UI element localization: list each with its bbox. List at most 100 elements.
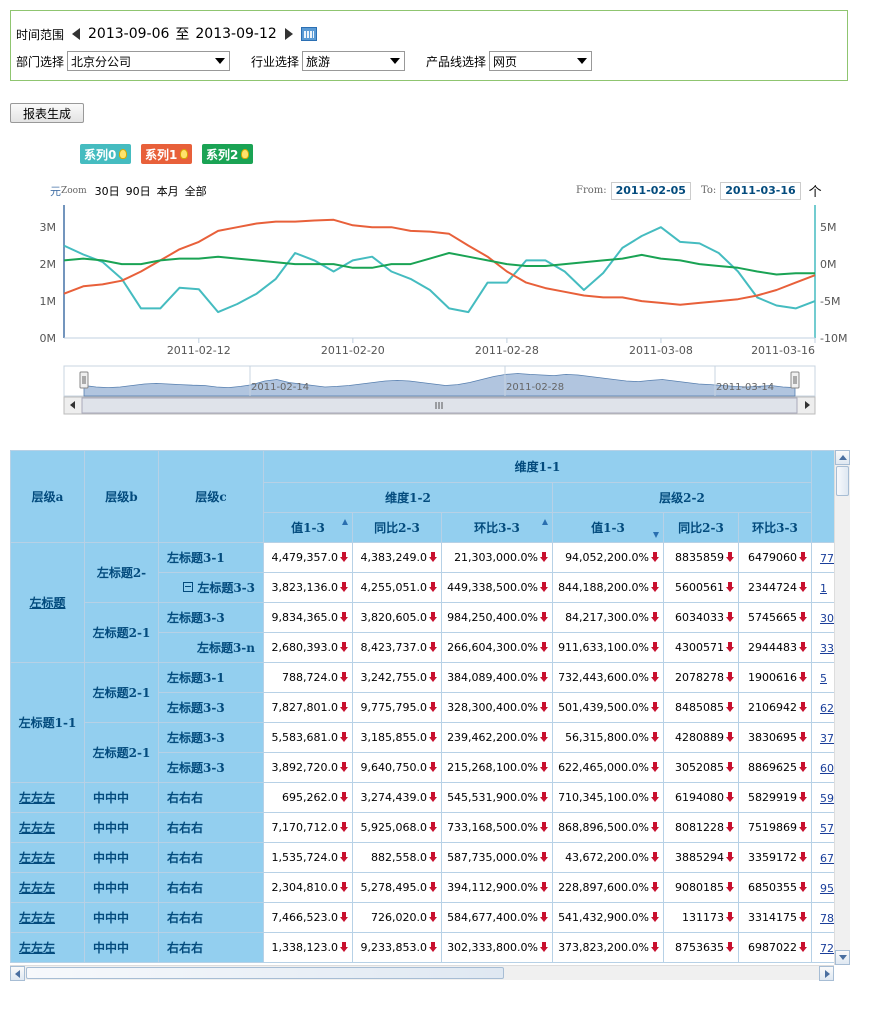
cell-value: 7,466,523.0	[271, 911, 338, 924]
table-body: 左标题 左标题2- 左标题3-1 4,479,357.0 4,383,249.0 21,3…	[10, 542, 834, 963]
from-date-input[interactable]: 2011-02-05	[610, 181, 691, 200]
cell-link[interactable]: 37	[820, 731, 834, 745]
row-header-a[interactable]: 左左左	[10, 812, 85, 843]
date-from[interactable]: 2013-09-06	[88, 26, 170, 42]
horizontal-scrollbar[interactable]	[10, 965, 834, 981]
cell-link[interactable]: 60	[820, 761, 834, 775]
scroll-down-button[interactable]	[835, 950, 850, 965]
to-date-input[interactable]: 2011-03-16	[720, 181, 801, 200]
zoom-all-button[interactable]: 全部	[184, 185, 207, 198]
table-cell-overflow[interactable]: 77	[811, 542, 834, 573]
legend-series-0[interactable]: 系列0	[80, 144, 132, 164]
cell-link[interactable]: 67	[820, 851, 834, 865]
sort-asc-icon[interactable]	[542, 519, 548, 525]
row-header-a-link[interactable]: 左左左	[19, 911, 56, 925]
row-header-a-link[interactable]: 左左左	[19, 941, 56, 955]
row-header-a[interactable]: 左左左	[10, 932, 85, 963]
sort-desc-icon[interactable]	[653, 532, 659, 538]
sort-asc-icon[interactable]	[342, 519, 348, 525]
table-cell-overflow[interactable]: 59	[811, 782, 834, 813]
cell-link[interactable]: 62	[820, 701, 834, 715]
table-cell-overflow[interactable]: 67	[811, 842, 834, 873]
down-arrow-icon	[726, 552, 734, 562]
table-cell-overflow[interactable]: 62	[811, 692, 834, 723]
cell-link[interactable]: 59	[820, 791, 834, 805]
header-col-yoy-2[interactable]: 同比2-3	[663, 512, 739, 543]
scroll-left-button[interactable]	[10, 966, 25, 981]
legend-series-1[interactable]: 系列1	[141, 144, 193, 164]
cell-link[interactable]: 57	[820, 821, 834, 835]
cell-value: 844,188,200.0%	[558, 581, 649, 594]
zoom-label: Zoom	[61, 186, 87, 196]
next-period-icon[interactable]	[284, 28, 293, 40]
cell-link[interactable]: 1	[820, 581, 827, 595]
product-select[interactable]: 网页	[489, 51, 593, 71]
table-cell-overflow[interactable]: 1	[811, 572, 834, 603]
row-header-c: 右右右	[158, 782, 264, 813]
table-cell-overflow[interactable]: 33	[811, 632, 834, 663]
vertical-scroll-thumb[interactable]	[836, 466, 849, 496]
cell-link[interactable]: 30	[820, 611, 834, 625]
header-col-mom-1[interactable]: 环比3-3	[441, 512, 553, 543]
scroll-right-button[interactable]	[819, 966, 834, 981]
row-header-a-link[interactable]: 左标题	[29, 596, 66, 610]
zoom-month-button[interactable]: 本月	[156, 185, 179, 198]
table-cell-overflow[interactable]: 95	[811, 872, 834, 903]
calendar-icon[interactable]	[300, 27, 317, 41]
row-header-a-link[interactable]: 左左左	[19, 851, 56, 865]
vertical-scrollbar[interactable]	[834, 450, 850, 965]
collapse-icon[interactable]	[183, 582, 194, 592]
row-header-a[interactable]: 左左左	[10, 842, 85, 873]
cell-value: 584,677,400.0%	[447, 911, 538, 924]
row-header-a-link[interactable]: 左左左	[19, 791, 56, 805]
row-header-a-link[interactable]: 左左左	[19, 881, 56, 895]
table-cell-overflow[interactable]: 57	[811, 812, 834, 843]
row-header-a[interactable]: 左左左	[10, 902, 85, 933]
table-row: 左标题2-1 左标题3-3 9,834,365.0 3,820,605.0 984,25…	[11, 602, 834, 663]
table-cell-overflow[interactable]: 78	[811, 902, 834, 933]
zoom-90d-button[interactable]: 90日	[125, 185, 151, 198]
down-arrow-icon	[799, 792, 807, 802]
navigator-handle[interactable]	[790, 371, 800, 389]
header-col-yoy-1[interactable]: 同比2-3	[352, 512, 442, 543]
scroll-up-button[interactable]	[835, 450, 850, 465]
prev-period-icon[interactable]	[72, 28, 81, 40]
cell-link[interactable]: 72	[820, 941, 834, 955]
header-col-mom-2[interactable]: 环比3-3	[738, 512, 812, 543]
table-cell: 2078278	[663, 662, 739, 693]
down-arrow-icon	[429, 642, 437, 652]
row-header-a[interactable]: 左左左	[10, 782, 85, 813]
industry-select[interactable]: 旅游	[302, 51, 406, 71]
row-header-a[interactable]: 左左左	[10, 872, 85, 903]
x-tick-label: 2011-03-16	[751, 344, 815, 357]
from-label: From:	[576, 185, 607, 196]
header-col-value-1[interactable]: 值1-3	[263, 512, 353, 543]
cell-link[interactable]: 95	[820, 881, 834, 895]
zoom-30d-button[interactable]: 30日	[94, 185, 120, 198]
cell-value: 2344724	[748, 581, 797, 594]
table-cell-overflow[interactable]: 72	[811, 932, 834, 963]
row-header-a-link[interactable]: 左左左	[19, 821, 56, 835]
date-to[interactable]: 2013-09-12	[195, 26, 277, 42]
header-level-c: 层级c	[158, 450, 264, 543]
cell-value: 695,262.0	[282, 791, 338, 804]
header-col-value-2[interactable]: 值1-3	[552, 512, 664, 543]
cell-link[interactable]: 77	[820, 551, 834, 565]
generate-report-button[interactable]: 报表生成	[10, 103, 84, 123]
table-cell-overflow[interactable]: 5	[811, 662, 834, 693]
navigator[interactable]: 2011-02-14 2011-02-28 2011-03-14	[63, 365, 816, 415]
table-cell-overflow[interactable]: 60	[811, 752, 834, 783]
cell-link[interactable]: 33	[820, 641, 834, 655]
table-cell-overflow[interactable]: 37	[811, 722, 834, 753]
table-cell: 7,170,712.0	[263, 812, 353, 843]
legend-series-2[interactable]: 系列2	[202, 144, 254, 164]
product-select-value: 网页	[493, 54, 518, 69]
cell-link[interactable]: 5	[820, 671, 827, 685]
horizontal-scroll-thumb[interactable]	[26, 967, 504, 979]
cell-value: 3,274,439.0	[360, 791, 427, 804]
cell-link[interactable]: 78	[820, 911, 834, 925]
down-arrow-icon	[651, 762, 659, 772]
dept-select[interactable]: 北京分公司	[67, 51, 231, 71]
table-cell-overflow[interactable]: 30	[811, 602, 834, 633]
navigator-handle[interactable]	[79, 371, 89, 389]
